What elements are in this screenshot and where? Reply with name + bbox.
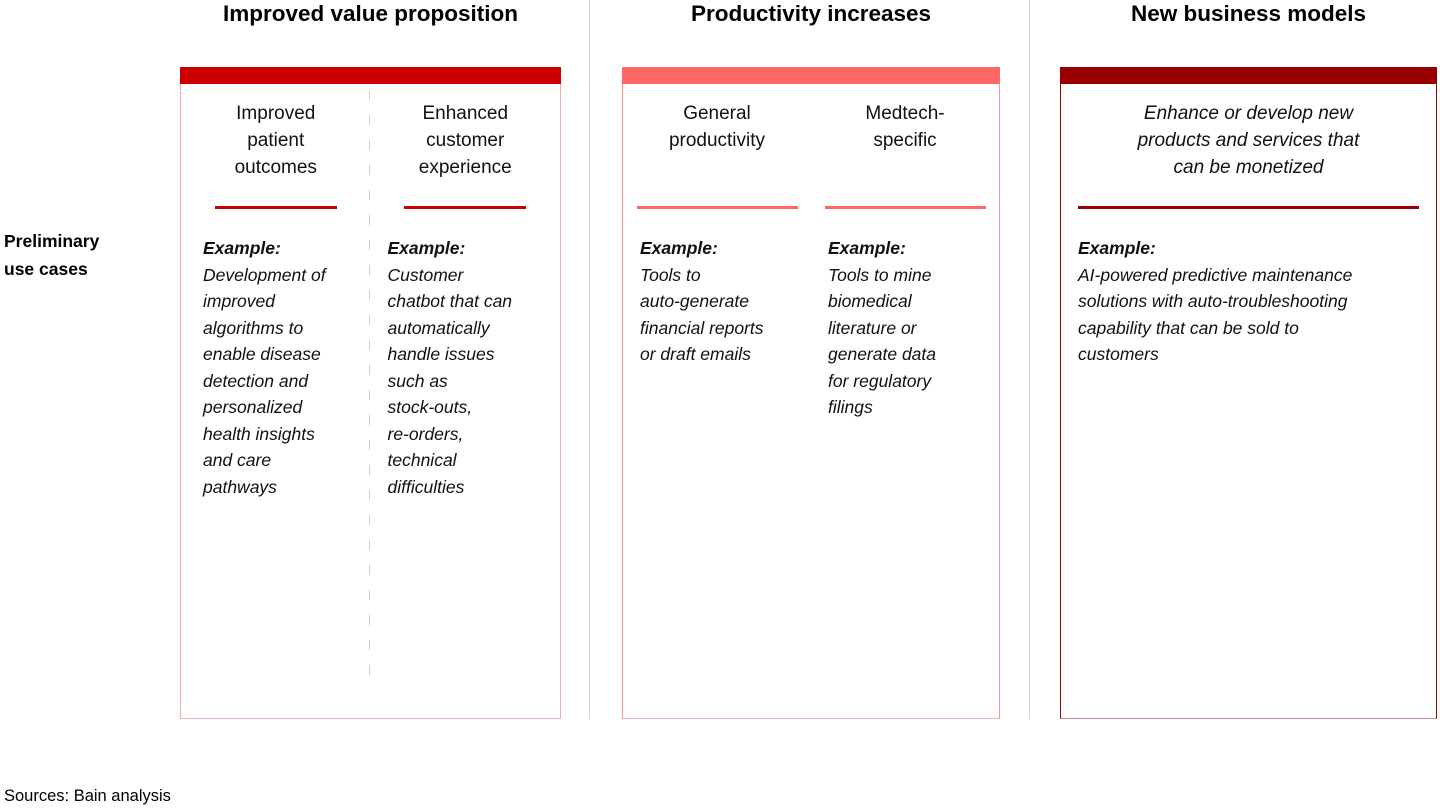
example-text: AI-powered predictive maintenance soluti… bbox=[1078, 264, 1353, 365]
column-separator-2 bbox=[1029, 0, 1030, 719]
row-label-preliminary-use-cases: Preliminary use cases bbox=[4, 231, 100, 279]
example-label: Example: bbox=[1078, 238, 1156, 258]
subcolumn-header: Medtech- specific bbox=[865, 103, 945, 151]
accent-bar bbox=[180, 67, 561, 84]
column-box: General productivity Example: Tools to a… bbox=[622, 67, 1000, 719]
subcolumn-header: Improved patient outcomes bbox=[234, 103, 317, 178]
example-label: Example: bbox=[387, 238, 466, 258]
accent-bar bbox=[1060, 67, 1437, 84]
column-box: Improved patient outcomes Example: Devel… bbox=[180, 67, 561, 719]
accent-rule bbox=[636, 206, 798, 209]
example-text: Customer chatbot that can automatically … bbox=[387, 264, 513, 497]
column-productivity-increases: Productivity increases General productiv… bbox=[622, 0, 1000, 719]
column-improved-value-proposition: Improved value proposition Improved pati… bbox=[180, 0, 561, 719]
accent-rule bbox=[1078, 206, 1419, 209]
accent-bar bbox=[622, 67, 1000, 84]
example-text: Tools to auto-generate financial reports… bbox=[640, 264, 764, 365]
subcolumn-header: Enhance or develop new products and serv… bbox=[1137, 103, 1360, 178]
dashed-subcolumn-divider bbox=[369, 90, 370, 690]
example-block: Example: Tools to mine biomedical litera… bbox=[811, 235, 999, 421]
column-box: Enhance or develop new products and serv… bbox=[1060, 67, 1437, 719]
subcolumn-general-productivity: General productivity Example: Tools to a… bbox=[623, 84, 811, 718]
column-separator-1 bbox=[589, 0, 590, 719]
column-title: Productivity increases bbox=[690, 1, 932, 26]
example-block: Example: Development of improved algorit… bbox=[181, 235, 371, 500]
example-block: Example: AI-powered predictive maintenan… bbox=[1061, 235, 1436, 368]
accent-rule bbox=[404, 206, 527, 209]
subcolumn-monetized-products: Enhance or develop new products and serv… bbox=[1061, 84, 1436, 718]
column-title: New business models bbox=[1130, 1, 1367, 26]
example-label: Example: bbox=[828, 238, 906, 258]
subcolumn-enhanced-customer-experience: Enhanced customer experience Example: Cu… bbox=[371, 84, 561, 718]
sources-note: Sources: Bain analysis bbox=[4, 787, 171, 805]
box-body: Improved patient outcomes Example: Devel… bbox=[180, 84, 561, 719]
column-title: Improved value proposition bbox=[222, 1, 519, 26]
example-block: Example: Customer chatbot that can autom… bbox=[371, 235, 561, 500]
example-label: Example: bbox=[640, 238, 718, 258]
column-new-business-models: New business models Enhance or develop n… bbox=[1060, 0, 1437, 719]
example-text: Development of improved algorithms to en… bbox=[203, 264, 326, 497]
subcolumn-header: General productivity bbox=[668, 103, 766, 151]
accent-rule bbox=[214, 206, 337, 209]
subcolumn-medtech-specific: Medtech- specific Example: Tools to mine… bbox=[811, 84, 999, 718]
example-label: Example: bbox=[203, 238, 281, 258]
accent-rule bbox=[824, 206, 986, 209]
example-text: Tools to mine biomedical literature or g… bbox=[828, 264, 937, 418]
subcolumn-improved-patient-outcomes: Improved patient outcomes Example: Devel… bbox=[181, 84, 371, 718]
box-body: Enhance or develop new products and serv… bbox=[1060, 84, 1437, 719]
example-block: Example: Tools to auto-generate financia… bbox=[623, 235, 811, 368]
box-body: General productivity Example: Tools to a… bbox=[622, 84, 1000, 719]
subcolumn-header: Enhanced customer experience bbox=[418, 103, 512, 178]
